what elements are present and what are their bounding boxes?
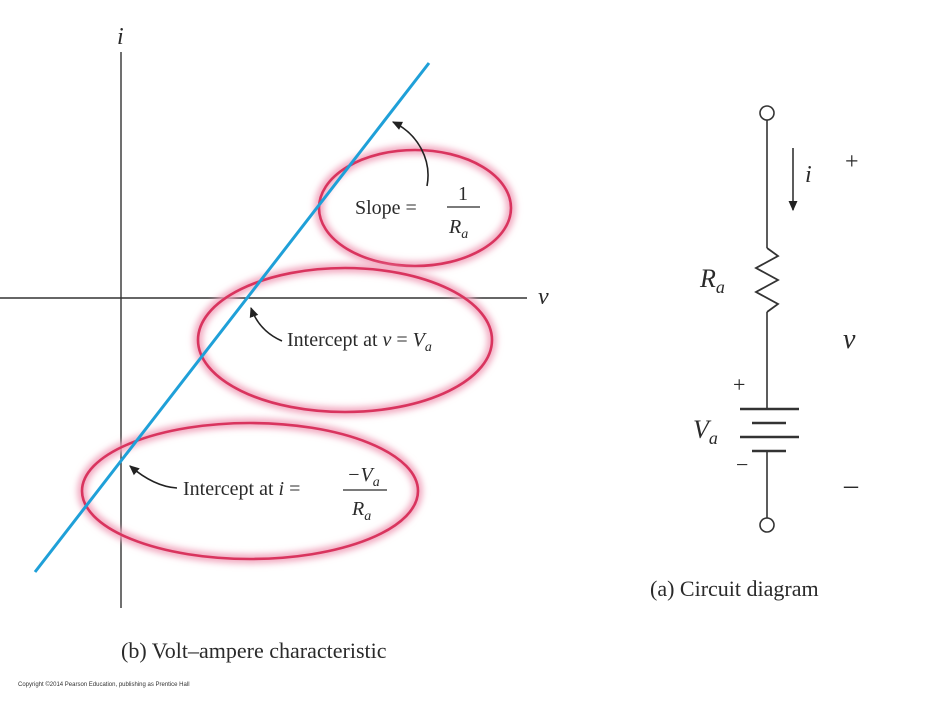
i-intercept-arrow [129,465,178,489]
i-intercept-highlight [77,418,423,564]
resistor-label: Ra [699,264,725,297]
slope-denominator: Ra [448,216,468,242]
battery [740,407,799,453]
current-label: i [805,162,812,188]
v-intercept-highlight [193,263,497,417]
i-intercept-numerator: −Va [347,464,380,490]
terminal-minus-label: – [843,470,859,501]
i-axis-label: i [117,24,124,50]
i-intercept-label: Intercept at i = −Va Ra [183,464,387,524]
v-intercept-label: Intercept at v = Va [287,329,432,355]
slope-highlight [314,145,516,271]
i-intercept-text: Intercept at i = [183,478,300,500]
slope-label: Slope = 1 Ra [355,183,480,242]
characteristic-line [33,62,431,573]
bottom-terminal [759,517,775,533]
top-terminal [759,105,775,121]
copyright-notice: Copyright ©2014 Pearson Education, publi… [18,682,190,688]
battery-plus-label: + [733,372,745,397]
slope-arrow [391,121,429,187]
voltage-label: v [843,324,856,355]
graph-caption: (b) Volt–ampere characteristic [121,638,387,663]
slope-text: Slope = [355,197,417,219]
circuit-diagram: i Ra Va + − + v – (a) Circuit diagram [650,105,859,601]
v-intercept-arrow [249,306,283,342]
vi-graph: i v Slope = 1 Ra Intercept a [0,24,549,663]
source-label: Va [693,415,718,448]
slope-numerator: 1 [458,183,468,205]
v-intercept-text: Intercept at v = Va [287,329,432,355]
terminal-plus-label: + [845,149,859,175]
v-axis-label: v [538,284,549,310]
resistor [754,247,780,313]
circuit-caption: (a) Circuit diagram [650,576,819,601]
i-intercept-denominator: Ra [351,498,371,524]
battery-minus-label: − [736,452,748,477]
